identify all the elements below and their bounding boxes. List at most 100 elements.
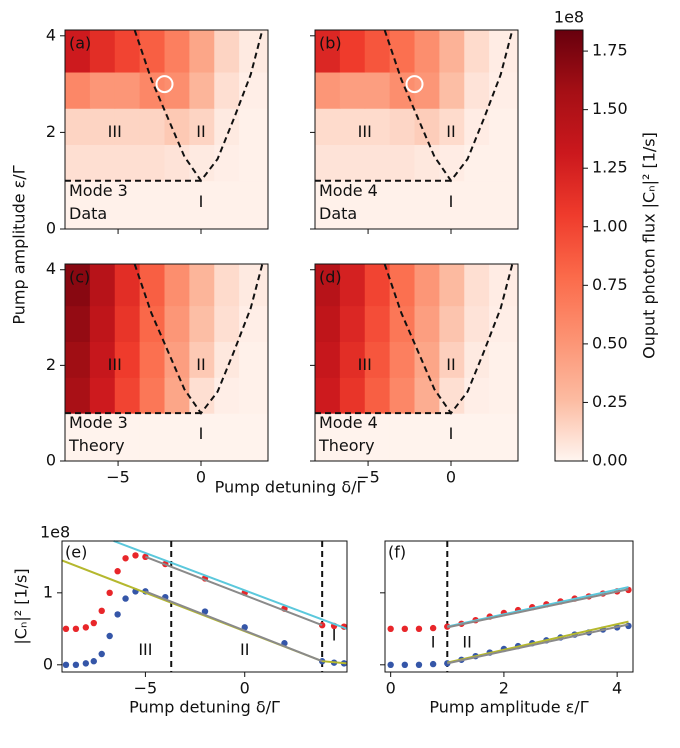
heatmap-cell	[489, 264, 519, 307]
heatmap-cell	[89, 377, 116, 414]
annotation: I	[199, 192, 204, 211]
heatmap-cell	[239, 72, 269, 109]
heatmap-cell	[489, 341, 519, 378]
heatmap-cell	[114, 341, 141, 378]
heatmap-cell	[389, 264, 416, 307]
annotation: III	[138, 640, 152, 659]
heatmap-cell	[339, 341, 366, 378]
annotation: (b)	[319, 34, 342, 53]
annotation: Mode 3	[69, 181, 128, 200]
heatmap-cell	[214, 30, 240, 73]
heatmap-cell	[315, 144, 341, 182]
heatmap-cell	[189, 413, 215, 462]
heatmap-cell	[164, 108, 190, 145]
heatmap-cell	[339, 305, 366, 342]
annotation: I	[332, 626, 337, 645]
heatmap-cell	[89, 264, 116, 307]
heatmap-cell	[315, 377, 341, 414]
fit-line	[447, 623, 629, 665]
heatmap-cell	[464, 413, 490, 462]
heatmap-cell	[389, 30, 416, 73]
heatmap-cell	[464, 30, 490, 73]
heatmap-cell	[65, 180, 91, 230]
annotation: Theory	[318, 436, 375, 455]
annotation: Data	[69, 204, 107, 223]
heatmap-cell	[339, 413, 366, 462]
fit-line	[447, 588, 629, 629]
heatmap-cell	[189, 305, 215, 342]
heatmap-cell	[114, 305, 141, 342]
heatmap-cell	[65, 413, 91, 462]
heatmap-cell	[439, 72, 465, 109]
y-tick-label: 4	[46, 25, 56, 44]
heatmap-cell	[389, 180, 416, 230]
annotation: Mode 3	[69, 413, 128, 432]
data-point	[122, 555, 129, 562]
heatmap-cell	[139, 377, 166, 414]
data-point	[429, 660, 437, 668]
boundary-line	[133, 29, 264, 183]
heatmap-cell	[489, 144, 519, 182]
colorbar-tick-label: 0.00	[592, 451, 628, 470]
colorbar-label: Ouput photon flux |Cₙ|² [1/s]	[640, 132, 659, 359]
x-tick-label: 2	[499, 679, 509, 698]
x-tick-label: 0	[446, 468, 456, 487]
y-tick-label: 0	[46, 451, 56, 470]
data-point	[90, 619, 97, 627]
data-point	[114, 611, 121, 618]
heatmap-cell	[315, 108, 341, 145]
x-tick-label: −5	[134, 679, 158, 698]
heatmap-cell	[164, 30, 190, 73]
heatmap-cell	[164, 305, 190, 342]
x-axis-label: Pump detuning δ/Γ	[129, 698, 280, 717]
heatmap-cell	[239, 144, 269, 182]
colorbar-tick-label: 1.50	[592, 99, 628, 118]
heatmap-cell	[139, 264, 166, 307]
heatmap-cell	[364, 72, 391, 109]
heatmap-cell	[239, 108, 269, 145]
heatmap-cell	[139, 30, 166, 73]
heatmap-cell	[239, 377, 269, 414]
heatmap-cell	[139, 305, 166, 342]
data-point	[106, 632, 113, 640]
annotation: I	[449, 192, 454, 211]
data-point	[82, 660, 90, 667]
heatmap-cell	[89, 30, 116, 73]
heatmap-cell	[164, 377, 190, 414]
colorbar-tick-label: 1.25	[592, 158, 628, 177]
heatmap-cell	[489, 72, 519, 109]
heatmap-cell	[65, 72, 91, 109]
heatmap-cell	[164, 413, 190, 462]
heatmap-cell	[339, 108, 366, 145]
heatmap-cell	[414, 341, 440, 378]
heatmap-cell	[164, 264, 190, 307]
heatmap-cell	[389, 108, 416, 145]
heatmap-cell	[339, 264, 366, 307]
heatmap-cell	[389, 413, 416, 462]
data-point	[429, 624, 437, 632]
heatmap-cell	[339, 144, 366, 182]
heatmap-cell	[89, 341, 116, 378]
heatmap-cell	[65, 30, 91, 73]
heatmap-cell	[214, 305, 240, 342]
heatmap-cell	[489, 108, 519, 145]
heatmap-cell	[239, 180, 269, 230]
annotation: Theory	[68, 436, 125, 455]
annotation: III	[358, 355, 372, 374]
colorbar	[554, 29, 584, 462]
annotation: I	[449, 424, 454, 443]
heatmap-cell	[239, 305, 269, 342]
y-axis-label: |Cₙ|² [1/s]	[12, 568, 31, 644]
fit-line	[145, 590, 323, 663]
heatmap-cell	[315, 72, 341, 109]
annotation: III	[108, 122, 122, 141]
heatmap-cell	[464, 180, 490, 230]
annotation: (e)	[65, 543, 87, 562]
heatmap-cell	[164, 180, 190, 230]
data-point	[122, 595, 129, 602]
heatmap-cell	[114, 108, 141, 145]
heatmap-cell	[364, 180, 391, 230]
heatmap-cell	[139, 144, 166, 182]
y-axis-label: Pump amplitude ε/Γ	[10, 165, 29, 324]
y-tick-label: 0	[43, 654, 53, 673]
